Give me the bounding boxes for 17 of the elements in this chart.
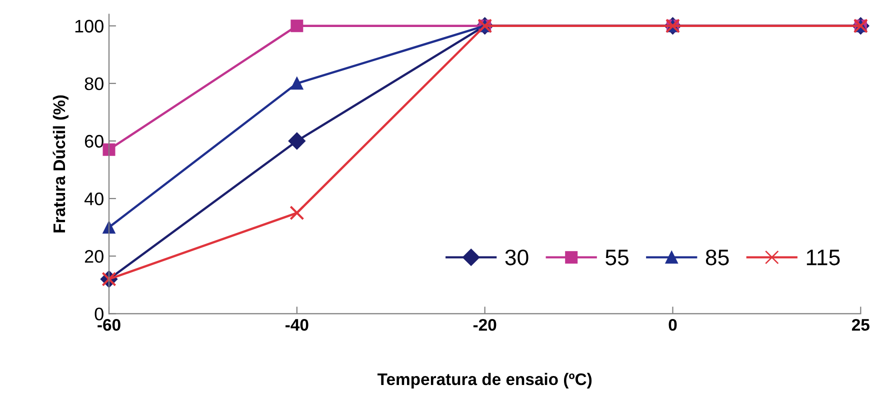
y-tick-label: 0 [94, 308, 104, 320]
x-tick-label: 25 [852, 318, 870, 331]
legend-label: 30 [505, 250, 528, 266]
x-tick-label: -40 [286, 318, 308, 331]
y-tick-label: 40 [84, 192, 104, 206]
legend-label: 85 [706, 250, 729, 266]
y-tick-label: 20 [84, 250, 104, 263]
y-axis-title: Fratura Dúctil (%) [52, 95, 68, 232]
legend-label: 115 [806, 250, 840, 266]
y-tick-label: 100 [75, 20, 104, 33]
x-tick-label: 0 [668, 318, 677, 331]
x-tick-label: -20 [473, 318, 496, 331]
y-tick-label: 80 [84, 77, 104, 90]
x-tick-label: -60 [98, 318, 120, 331]
y-tick-label: 60 [84, 134, 104, 148]
x-axis-title: Temperatura de ensaio (ºC) [377, 372, 592, 388]
legend-label: 55 [606, 250, 628, 266]
